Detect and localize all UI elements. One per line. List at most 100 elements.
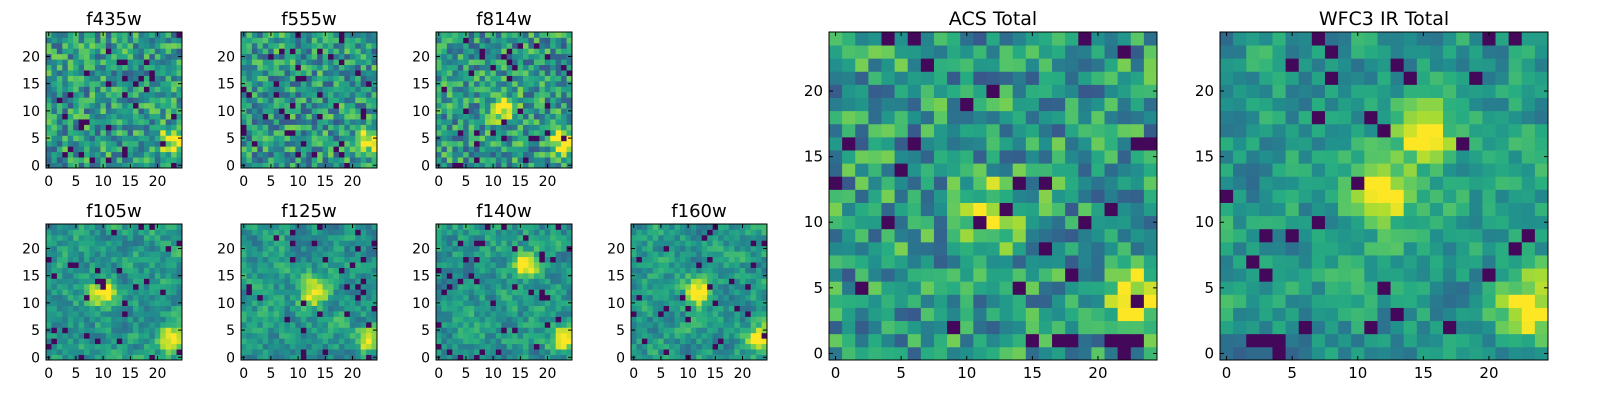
heatmap-cell — [947, 163, 961, 177]
heatmap-cell — [855, 255, 869, 269]
heatmap-cell — [301, 108, 307, 114]
heatmap-cell — [512, 311, 518, 317]
heatmap-cell — [528, 54, 534, 60]
heatmap-cell — [729, 322, 735, 328]
heatmap-cell — [947, 268, 961, 282]
heatmap-cell — [295, 240, 301, 246]
heatmap-cell — [490, 251, 496, 257]
heatmap-cell — [642, 327, 648, 333]
heatmap-cell — [95, 268, 101, 274]
heatmap-cell — [295, 54, 301, 60]
heatmap-cell — [285, 246, 291, 252]
heatmap-cell — [46, 157, 52, 163]
heatmap-cell — [95, 338, 101, 344]
heatmap-cell — [301, 229, 307, 235]
heatmap-cell — [534, 327, 540, 333]
heatmap-cell — [317, 97, 323, 103]
heatmap-cell — [1091, 321, 1105, 335]
heatmap-cell — [501, 349, 507, 355]
heatmap-cell — [713, 229, 719, 235]
heatmap-cell — [328, 54, 334, 60]
heatmap-cell — [51, 327, 57, 333]
heatmap-cell — [263, 157, 269, 163]
heatmap-cell — [868, 268, 882, 282]
heatmap-cell — [333, 146, 339, 152]
heatmap-cell — [57, 257, 63, 263]
heatmap-cell — [68, 108, 74, 114]
heatmap-cell — [95, 103, 101, 109]
heatmap-cell — [436, 157, 442, 163]
heatmap-cell — [144, 300, 150, 306]
heatmap-cell — [561, 300, 567, 306]
heatmap-cell — [842, 281, 856, 295]
heatmap-cell — [252, 86, 258, 92]
heatmap-cell — [57, 37, 63, 43]
heatmap-cell — [664, 295, 670, 301]
heatmap-cell — [133, 251, 139, 257]
heatmap-cell — [550, 295, 556, 301]
heatmap-cell — [149, 240, 155, 246]
heatmap-cell — [1078, 268, 1092, 282]
heatmap-cell — [908, 308, 922, 322]
heatmap-cell — [1078, 189, 1092, 203]
heatmap-cell — [350, 86, 356, 92]
heatmap-cell — [144, 124, 150, 130]
heatmap-cell — [306, 311, 312, 317]
heatmap-cell — [485, 251, 491, 257]
heatmap-cell — [263, 141, 269, 147]
heatmap-cell — [144, 278, 150, 284]
heatmap-cell — [361, 257, 367, 263]
heatmap-cell — [84, 81, 90, 87]
heatmap-cell — [496, 295, 502, 301]
heatmap-cell — [534, 86, 540, 92]
heatmap-cell — [68, 224, 74, 230]
heatmap-cell — [317, 108, 323, 114]
heatmap-cell — [518, 295, 524, 301]
heatmap-cell — [149, 235, 155, 241]
heatmap-cell — [285, 43, 291, 49]
heatmap-cell — [90, 284, 96, 290]
heatmap-cell — [447, 349, 453, 355]
heatmap-cell — [160, 278, 166, 284]
heatmap-cell — [960, 255, 974, 269]
heatmap-cell — [642, 257, 648, 263]
heatmap-cell — [62, 135, 68, 141]
heatmap-cell — [57, 146, 63, 152]
heatmap-cell — [740, 349, 746, 355]
heatmap-cell — [545, 284, 551, 290]
heatmap-cell — [507, 224, 513, 230]
heatmap-cell — [339, 65, 345, 71]
heatmap-cell — [745, 322, 751, 328]
heatmap-cell — [534, 311, 540, 317]
heatmap-cell — [350, 70, 356, 76]
heatmap-cell — [160, 257, 166, 263]
heatmap-cell — [149, 124, 155, 130]
heatmap-cell — [550, 32, 556, 38]
heatmap-cell — [528, 65, 534, 71]
heatmap-cell — [653, 246, 659, 252]
heatmap-cell — [100, 86, 106, 92]
heatmap-cell — [117, 114, 123, 120]
heatmap-cell — [669, 300, 675, 306]
heatmap-cell — [934, 189, 948, 203]
heatmap-cell — [1039, 255, 1053, 269]
heatmap-cell — [447, 246, 453, 252]
heatmap-cell — [79, 43, 85, 49]
heatmap-cell — [84, 257, 90, 263]
heatmap-cell — [745, 338, 751, 344]
heatmap-cell — [1000, 163, 1014, 177]
heatmap-cell — [312, 235, 318, 241]
heatmap-cell — [534, 92, 540, 98]
heatmap-cell — [51, 70, 57, 76]
heatmap-cell — [485, 240, 491, 246]
heatmap-cell — [171, 32, 177, 38]
heatmap-cell — [323, 65, 329, 71]
heatmap-cell — [241, 130, 247, 136]
heatmap-cell — [285, 316, 291, 322]
heatmap-cell — [528, 316, 534, 322]
heatmap-cell — [144, 284, 150, 290]
heatmap-cell — [895, 150, 909, 164]
heatmap-cell — [480, 349, 486, 355]
heatmap-cell — [463, 311, 469, 317]
heatmap-cell — [90, 43, 96, 49]
